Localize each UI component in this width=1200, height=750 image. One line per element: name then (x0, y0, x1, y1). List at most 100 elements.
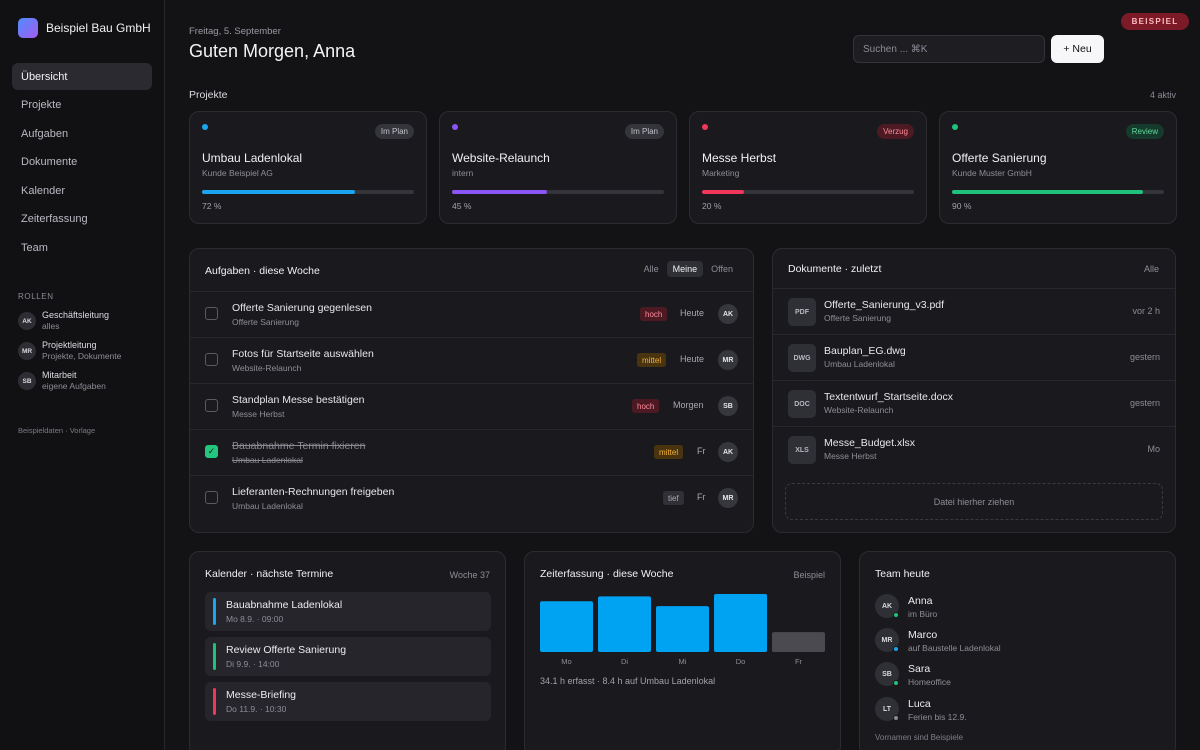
member-status: Ferien bis 12.9. (908, 712, 967, 722)
progress-fill (452, 190, 548, 194)
project-name: Offerte Sanierung (952, 151, 1047, 165)
task-title: Lieferanten-Rechnungen freigeben (232, 486, 395, 498)
tasks-panel-title: Aufgaben · diese Woche (205, 265, 320, 277)
task-row[interactable]: Fotos für Startseite auswählen Website-R… (190, 337, 753, 383)
progress-bar (202, 190, 414, 194)
dwg-file-icon: DWG (788, 344, 816, 372)
avatar: MR (18, 342, 36, 360)
task-project: Messe Herbst (232, 409, 285, 419)
filter-alle[interactable]: Alle (643, 264, 659, 274)
task-checkbox[interactable] (205, 307, 218, 320)
task-checkbox[interactable] (205, 353, 218, 366)
sidebar-item-zeiterfassung[interactable]: Zeiterfassung (21, 213, 88, 225)
assignee-avatar: AK (718, 442, 738, 462)
status-badge: Verzug (877, 124, 914, 139)
event-time: Mo 8.9. · 09:00 (226, 614, 284, 624)
filter-offen[interactable]: Offen (711, 264, 733, 274)
time-bar-chart: Mo Di Mi Do Fr (540, 594, 825, 666)
time-bar-fr (772, 632, 825, 652)
calendar-event[interactable]: Bauabnahme Ladenlokal Mo 8.9. · 09:00 (205, 592, 491, 631)
task-project: Website-Relaunch (232, 363, 302, 373)
status-badge: Im Plan (374, 124, 414, 139)
brand[interactable]: Beispiel Bau GmbH (18, 18, 151, 38)
project-card[interactable]: Verzug Messe Herbst Marketing 20 % (689, 111, 927, 224)
calendar-event[interactable]: Messe-Briefing Do 11.9. · 10:30 (205, 682, 491, 721)
pdf-file-icon: PDF (788, 298, 816, 326)
progress-fill (702, 190, 745, 194)
time-bar-label: Di (621, 657, 628, 666)
task-title: Offerte Sanierung gegenlesen (232, 302, 372, 314)
sidebar-nav: Übersicht Projekte Aufgaben Dokumente Ka… (12, 63, 152, 263)
time-bar-label: Mo (561, 657, 571, 666)
project-card[interactable]: Im Plan Website-Relaunch intern 45 % (439, 111, 677, 224)
search-input[interactable] (853, 35, 1045, 63)
file-dropzone[interactable]: Datei hierher ziehen (785, 483, 1163, 520)
team-member[interactable]: AK Anna im Büro (875, 594, 1155, 624)
role-item[interactable]: SB Mitarbeit eigene Aufgaben (18, 370, 106, 392)
project-card[interactable]: Im Plan Umbau Ladenlokal Kunde Beispiel … (189, 111, 427, 224)
sidebar-item-dokumente[interactable]: Dokumente (21, 156, 78, 168)
project-color-dot (952, 124, 958, 130)
team-panel: Team heute AK Anna im Büro MR Marco auf … (859, 551, 1176, 750)
sidebar-footer: Beispieldaten · Vorlage (18, 426, 96, 435)
task-checkbox[interactable] (205, 491, 218, 504)
projects-section-title: Projekte (189, 89, 228, 101)
role-item[interactable]: AK Geschäftsleitung alles (18, 310, 109, 332)
documents-panel: Dokumente · zuletzt Alle PDF Offerte_San… (772, 248, 1176, 533)
document-row[interactable]: DOC Textentwurf_Startseite.docx Website-… (773, 380, 1175, 426)
task-title: Standplan Messe bestätigen (232, 394, 365, 406)
progress-label: 20 % (702, 201, 722, 211)
progress-fill (952, 190, 1143, 194)
team-member[interactable]: MR Marco auf Baustelle Ladenlokal (875, 628, 1155, 658)
time-bar-label: Do (736, 657, 746, 666)
task-row[interactable]: Standplan Messe bestätigen Messe Herbst … (190, 383, 753, 429)
event-time: Di 9.9. · 14:00 (226, 659, 280, 669)
document-project: Website-Relaunch (824, 405, 894, 415)
task-checkbox[interactable] (205, 399, 218, 412)
sidebar-item-projekte[interactable]: Projekte (21, 99, 62, 111)
progress-label: 45 % (452, 201, 472, 211)
progress-fill (202, 190, 355, 194)
team-member[interactable]: SB Sara Homeoffice (875, 662, 1155, 692)
sidebar-item-team[interactable]: Team (21, 241, 48, 254)
role-item[interactable]: MR Projektleitung Projekte, Dokumente (18, 340, 121, 362)
sidebar-item-kalender[interactable]: Kalender (21, 184, 66, 197)
progress-bar (452, 190, 664, 194)
sidebar-item-aufgaben[interactable]: Aufgaben (21, 127, 69, 140)
sidebar-item-uebersicht[interactable]: Übersicht (12, 63, 152, 90)
task-checkbox-checked[interactable]: ✓ (205, 445, 218, 458)
presence-dot-icon (893, 715, 899, 721)
project-card[interactable]: Review Offerte Sanierung Kunde Muster Gm… (939, 111, 1177, 224)
doc-file-icon: DOC (788, 390, 816, 418)
new-button[interactable]: + Neu (1051, 35, 1104, 63)
document-row[interactable]: DWG Bauplan_EG.dwg Umbau Ladenlokal gest… (773, 334, 1175, 380)
task-row[interactable]: Lieferanten-Rechnungen freigeben Umbau L… (190, 475, 753, 521)
filter-meine[interactable]: Meine (666, 261, 704, 277)
member-status: im Büro (908, 609, 938, 619)
task-project: Umbau Ladenlokal (232, 455, 303, 465)
priority-badge: hoch (640, 307, 668, 321)
document-project: Offerte Sanierung (824, 313, 891, 323)
document-row[interactable]: PDF Offerte_Sanierung_v3.pdf Offerte San… (773, 288, 1175, 334)
task-row[interactable]: ✓ Bauabnahme Termin fixieren Umbau Laden… (190, 429, 753, 475)
time-bar-mi (656, 606, 709, 652)
page-title: Guten Morgen, Anna (189, 41, 356, 61)
project-color-dot (702, 124, 708, 130)
task-title: Bauabnahme Termin fixieren (232, 440, 366, 452)
assignee-avatar: MR (718, 350, 738, 370)
member-name: Anna (908, 595, 933, 607)
team-member[interactable]: LT Luca Ferien bis 12.9. (875, 697, 1155, 727)
document-row[interactable]: XLS Messe_Budget.xlsx Messe Herbst Mo (773, 426, 1175, 472)
calendar-panel: Kalender · nächste Termine Woche 37 Baua… (189, 551, 506, 750)
event-time: Do 11.9. · 10:30 (226, 704, 287, 714)
role-scope: alles (42, 321, 60, 331)
documents-all-link[interactable]: Alle (1143, 264, 1159, 274)
roles-title: ROLLEN (18, 292, 54, 301)
task-filter-group: Alle Meine Offen (638, 261, 739, 277)
documents-panel-title: Dokumente · zuletzt (788, 263, 882, 275)
assignee-avatar: SB (718, 396, 738, 416)
calendar-event[interactable]: Review Offerte Sanierung Di 9.9. · 14:00 (205, 637, 491, 676)
event-color-stripe (213, 598, 216, 625)
task-row[interactable]: Offerte Sanierung gegenlesen Offerte San… (190, 291, 753, 337)
presence-dot-icon (893, 612, 899, 618)
